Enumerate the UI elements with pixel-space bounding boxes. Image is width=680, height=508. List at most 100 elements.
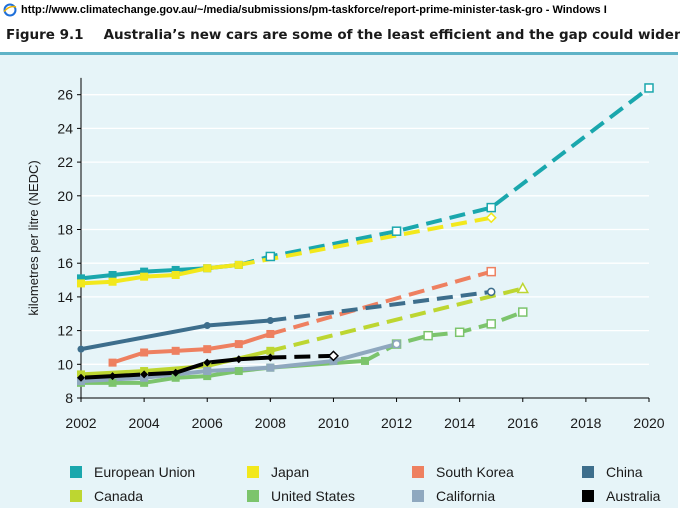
projection-point [485,212,497,224]
data-point [234,260,243,269]
legend-label: China [606,464,643,480]
legend-item: United States [247,488,355,504]
y-tick-label: 22 [57,154,73,170]
x-tick-label: 2010 [318,415,349,431]
data-point [108,277,117,286]
y-tick-label: 14 [57,289,73,305]
legend-item: European Union [70,464,195,480]
legend-swatch [247,490,259,502]
legend-swatch [582,466,594,478]
projection-point [486,202,496,213]
y-tick-label: 12 [57,323,73,339]
series-projection-line [270,289,492,323]
data-point [361,356,369,365]
data-point [203,372,212,381]
series-projection-line [238,86,651,267]
projection-point [265,251,276,262]
legend-label: United States [271,488,356,504]
series-projection-line [270,353,334,360]
data-point [266,346,275,355]
data-point [140,267,149,276]
window-title: http://www.climatechange.gov.au/~/media/… [21,3,607,16]
data-point [266,316,274,324]
ie-icon [3,3,17,16]
legend-label: California [436,488,496,504]
data-point [234,355,243,364]
projection-point [644,83,654,93]
data-point [140,378,149,387]
legend-swatch [70,490,82,502]
data-point [266,363,275,372]
data-point [171,265,180,274]
figure-title: Australia’s new cars are some of the lea… [103,27,680,43]
legend-label: Australia [606,488,661,504]
x-tick-label: 2020 [633,415,664,431]
projection-point [391,226,402,236]
projection-point [518,307,528,317]
x-tick-label: 2008 [255,415,286,431]
data-point [140,272,149,281]
data-point [234,340,243,349]
y-tick-label: 10 [57,356,73,372]
data-point [203,358,212,367]
data-point [108,372,117,381]
x-tick-label: 2006 [192,415,223,431]
projection-point [516,281,530,294]
window-titlebar: http://www.climatechange.gov.au/~/media/… [0,0,680,19]
data-point [140,348,149,357]
data-point [203,367,212,376]
line-chart: 8 10 12 14 16 18 20 22 24 26 2002 2004 2006 2008 2010 2… [26,77,665,431]
data-point [108,270,117,279]
chart-panel: 8 10 12 14 16 18 20 22 24 26 2002 2004 2006 2008 2010 2… [0,52,678,508]
legend-label: South Korea [436,464,514,480]
x-tick-label: 2012 [381,415,412,431]
y-tick-label: 20 [57,188,73,204]
chart-legend: European Union Japan South Korea China Canad… [0,452,680,505]
x-tick-label: 2018 [570,415,601,431]
data-point [266,329,275,338]
projection-point [454,327,465,338]
legend-swatch [247,466,259,478]
x-tick-label: 2016 [507,415,538,431]
y-tick-label: 18 [57,222,73,238]
y-tick-label: 24 [57,120,73,136]
series-line [111,332,271,365]
projection-point [486,319,496,329]
data-point [77,279,85,288]
data-point [171,368,180,377]
legend-item: Canada [70,488,143,504]
data-point [234,367,243,376]
series-projection-line [269,269,492,336]
y-tick-label: 8 [65,390,73,406]
legend-item: Japan [247,464,309,480]
data-point [203,264,212,273]
legend-swatch [412,490,424,502]
series-projection-line [238,215,492,267]
legend-item: California [412,488,495,504]
projection-point [486,266,496,277]
data-point [392,339,401,349]
data-point [203,345,212,354]
data-point [171,270,180,279]
projection-point [486,287,496,297]
projection-point [327,350,340,362]
series-line [80,262,239,286]
data-point [77,274,85,283]
legend-swatch [582,490,594,502]
data-point [77,373,85,382]
legend-swatch [412,466,424,478]
projection-point [423,330,433,341]
x-tick-label: 2002 [65,415,96,431]
data-point [266,353,275,362]
legend-item: Australia [582,488,660,504]
y-axis-label: kilometres per litre (NEDC) [26,160,41,315]
legend-label: Japan [271,464,310,480]
series-projection-line [364,310,524,363]
data-point [171,346,180,355]
data-point [108,378,117,387]
legend-label: European Union [94,464,196,480]
data-point [77,345,85,353]
figure-heading: Figure 9.1 Australia’s new cars are some … [6,27,680,47]
legend-label: Canada [94,488,144,504]
figure-number: Figure 9.1 [6,27,84,43]
